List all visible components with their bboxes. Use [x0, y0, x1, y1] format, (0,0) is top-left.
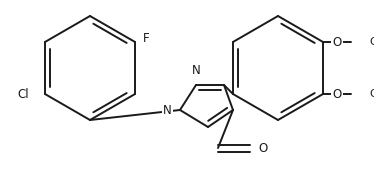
Text: N: N [163, 103, 172, 117]
Text: CH₃: CH₃ [369, 37, 374, 47]
Text: O: O [332, 36, 342, 49]
Text: N: N [191, 64, 200, 77]
Text: CH₃: CH₃ [369, 89, 374, 99]
Text: O: O [332, 87, 342, 100]
Text: F: F [143, 32, 150, 45]
Text: O: O [258, 142, 267, 155]
Text: Cl: Cl [17, 87, 29, 100]
